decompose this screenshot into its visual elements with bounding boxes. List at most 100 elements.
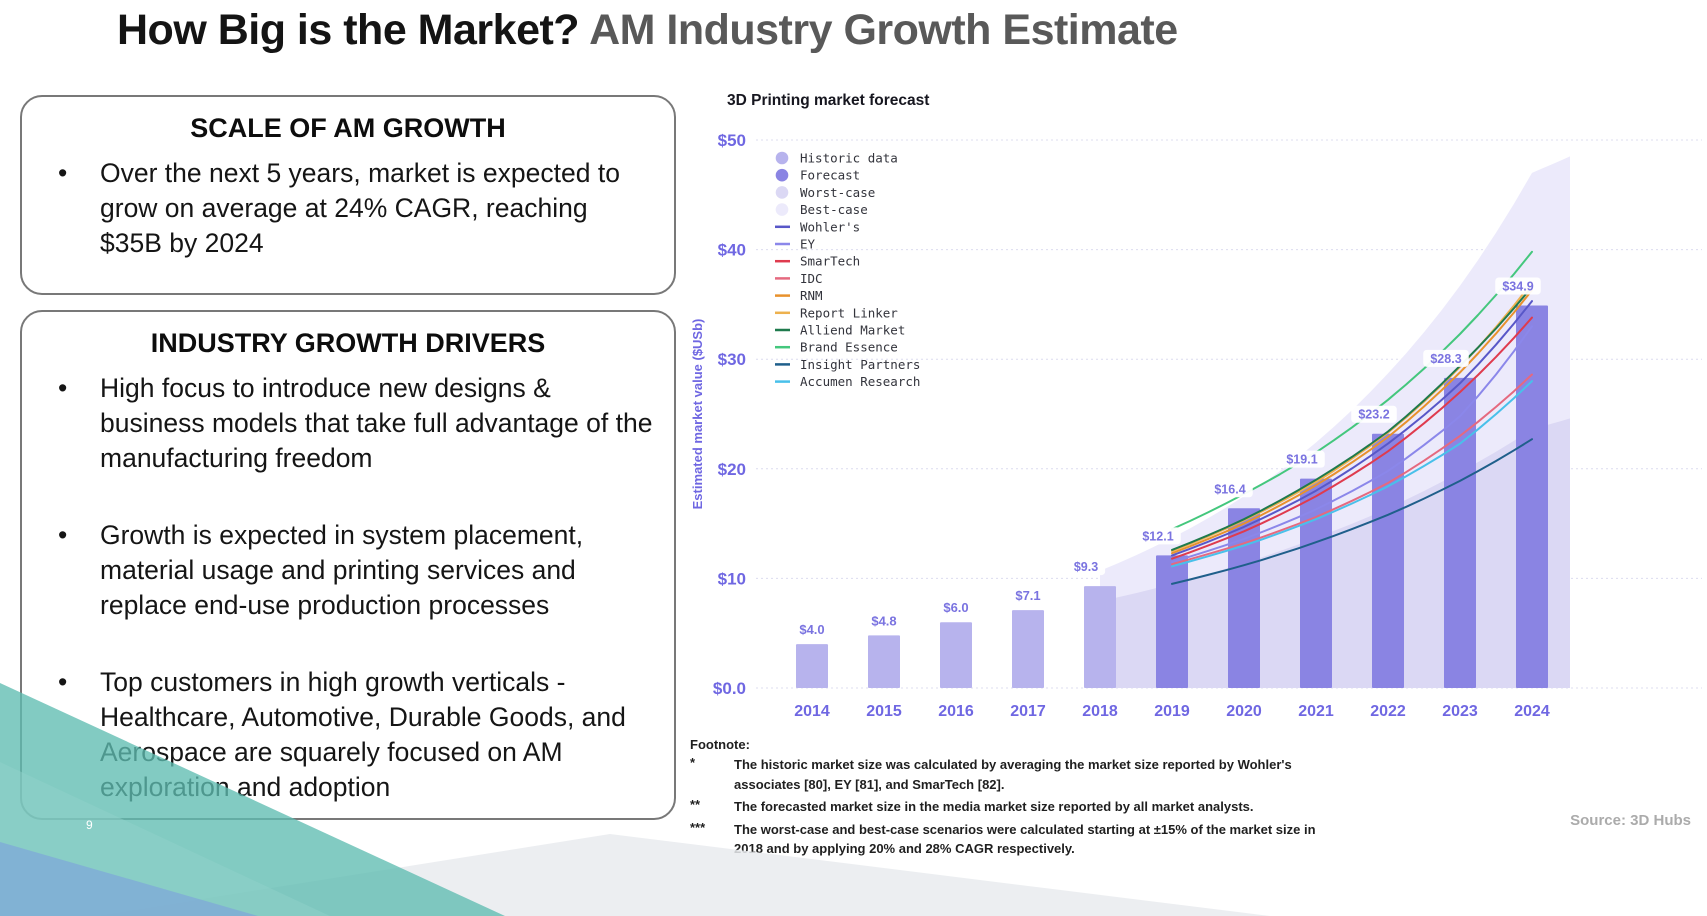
- bullet-marker: •: [58, 667, 68, 697]
- bullet-item: • Growth is expected in system placement,…: [34, 518, 662, 623]
- bullet-marker: •: [58, 158, 68, 188]
- bar-label-chip-2018: [1066, 558, 1106, 576]
- legend-bubble-forecast-icon: [775, 168, 789, 182]
- footnote: Footnote: * The historic market size was …: [690, 737, 1395, 859]
- footnote-marker: ***: [690, 819, 706, 835]
- bullet-text: Over the next 5 years, market is expecte…: [100, 158, 620, 258]
- bar-label-chip-2021: [1279, 450, 1325, 468]
- bar-label-2023: $28.3: [1430, 352, 1461, 366]
- box-heading: SCALE OF AM GROWTH: [190, 113, 506, 143]
- footnote-items: * The historic market size was calculated…: [690, 755, 1395, 859]
- bar-label-chip-2024: [1495, 277, 1541, 295]
- bullet-item: • High focus to introduce new designs & b…: [34, 371, 662, 476]
- slide-title-question: How Big is the Market?: [117, 6, 580, 54]
- bar-2014: [796, 644, 828, 688]
- legend-label-report-linker: Report Linker: [800, 305, 898, 320]
- bar-2019: [1156, 555, 1188, 688]
- scale-of-am-growth-box: SCALE OF AM GROWTH • Over the next 5 year…: [20, 95, 676, 295]
- y-tick-label: $10: [718, 569, 746, 588]
- bar-2015: [868, 635, 900, 688]
- bullet-item: • Top customers in high growth verticals …: [34, 665, 662, 805]
- bar-label-2018: $9.3: [1074, 560, 1098, 574]
- bullet-text: Growth is expected in system placement, …: [100, 520, 584, 620]
- bar-label-chip-2022: [1351, 405, 1397, 423]
- bullet-text: Top customers in high growth verticals -…: [100, 667, 626, 802]
- series-line-ey: [1171, 325, 1533, 563]
- footnote-marker: *: [690, 755, 696, 770]
- footnote-item: ** The forecasted market size in the medi…: [690, 797, 1395, 817]
- legend-bubble-worst-case-icon: [775, 186, 789, 199]
- y-tick-label: $20: [718, 460, 746, 479]
- bar-label-chip-2020: [1207, 480, 1253, 498]
- series-line-brand-essence: [1171, 250, 1533, 531]
- bar-label-2022: $23.2: [1358, 408, 1389, 422]
- legend-bubble-best-case-icon: [775, 203, 789, 216]
- legend-label-ey: EY: [800, 237, 816, 252]
- x-tick-label-2022: 2022: [1370, 703, 1406, 720]
- bar-2023: [1444, 377, 1476, 688]
- bars: [796, 305, 1548, 688]
- footnote-marker: **: [690, 797, 701, 812]
- x-tick-label-2024: 2024: [1514, 703, 1550, 720]
- bar-label-chip-2019: [1135, 527, 1181, 545]
- x-tick-label-2016: 2016: [938, 703, 974, 720]
- x-tick-label-2019: 2019: [1154, 703, 1190, 720]
- industry-growth-drivers-box: INDUSTRY GROWTH DRIVERS • High focus to i…: [20, 310, 676, 820]
- bullet-text: High focus to introduce new designs & bu…: [100, 373, 653, 473]
- legend-label-insight-partners: Insight Partners: [800, 357, 920, 372]
- y-tick-label: $50: [718, 131, 746, 150]
- x-tick-label-2018: 2018: [1082, 703, 1118, 720]
- series-line-insight-partners: [1171, 438, 1533, 585]
- box-heading: INDUSTRY GROWTH DRIVERS: [150, 328, 546, 358]
- box-bullet-list: • Over the next 5 years, market is expect…: [34, 156, 662, 261]
- y-axis-title: Estimated market value ($USb): [690, 319, 705, 510]
- bar-label-2024: $34.9: [1502, 279, 1533, 293]
- legend-label-wohler-s: Wohler's: [800, 219, 860, 234]
- series-line-smartech: [1171, 316, 1533, 560]
- y-tick-label: $30: [718, 350, 746, 369]
- bullet-marker: •: [58, 520, 68, 550]
- page-number: 9: [86, 818, 93, 832]
- legend-label-worst-case: Worst-case: [800, 185, 875, 200]
- bar-2021: [1300, 478, 1332, 688]
- bar-label-2015: $4.8: [871, 613, 896, 628]
- bar-label-chip-2023: [1423, 349, 1469, 367]
- chart-legend: Historic data Forecast Worst-case Best-case…: [775, 151, 920, 389]
- bar-2024: [1516, 305, 1548, 688]
- bar-2017: [1012, 610, 1044, 688]
- bar-label-2014: $4.0: [799, 622, 824, 637]
- slide-title-subject: AM Industry Growth Estimate: [589, 6, 1178, 54]
- series-line-accumen-research: [1171, 380, 1533, 568]
- footnote-item: * The historic market size was calculated…: [690, 755, 1395, 794]
- legend-label-forecast: Forecast: [800, 168, 860, 183]
- bar-2016: [940, 622, 972, 688]
- y-tick-label: $40: [718, 241, 746, 260]
- legend-label-alliend-market: Alliend Market: [800, 323, 905, 338]
- box-bullet-list: • High focus to introduce new designs & b…: [34, 371, 662, 805]
- series-line-wohler-s: [1171, 300, 1533, 557]
- series-line-alliend-market: [1171, 285, 1533, 551]
- legend-label-smartech: SmarTech: [800, 254, 860, 269]
- x-tick-label-2014: 2014: [794, 703, 830, 720]
- legend-label-brand-essence: Brand Essence: [800, 340, 898, 355]
- slide-title: How Big is the Market? AM Industry Growth…: [117, 6, 1178, 55]
- bar-label-2017: $7.1: [1015, 588, 1040, 603]
- legend-label-best-case: Best-case: [800, 202, 868, 217]
- footnote-label: Footnote:: [690, 737, 750, 752]
- x-tick-label-2017: 2017: [1010, 703, 1046, 720]
- bullet-item: • Over the next 5 years, market is expect…: [34, 156, 662, 261]
- legend-label-historic-data: Historic data: [800, 151, 898, 166]
- market-forecast-chart: $50 $40 $30 $20 $10 $0.0 Estimated market valu…: [690, 131, 1702, 720]
- x-tick-label-2023: 2023: [1442, 703, 1478, 720]
- bullet-marker: •: [58, 373, 68, 403]
- source-credit: Source: 3D Hubs: [1570, 812, 1691, 829]
- y-tick-label: $0.0: [713, 679, 746, 698]
- x-tick-label-2015: 2015: [866, 703, 902, 720]
- chart-title: 3D Printing market forecast: [727, 92, 930, 109]
- series-line-idc: [1171, 373, 1533, 566]
- bar-2018: [1084, 586, 1116, 688]
- legend-label-accumen-research: Accumen Research: [800, 374, 920, 389]
- bar-2022: [1372, 433, 1404, 688]
- bar-2020: [1228, 508, 1260, 688]
